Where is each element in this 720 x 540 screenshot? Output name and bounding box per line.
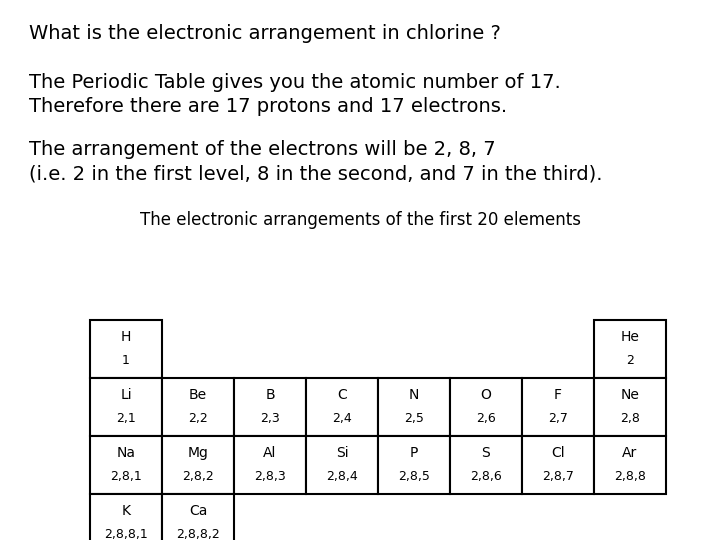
Text: Ca: Ca [189,504,207,518]
Text: What is the electronic arrangement in chlorine ?: What is the electronic arrangement in ch… [29,24,500,43]
Text: Na: Na [117,447,135,461]
Text: 2,8: 2,8 [620,412,640,425]
Text: 2,8,8: 2,8,8 [614,470,646,483]
Text: Si: Si [336,447,348,461]
Text: P: P [410,447,418,461]
Text: 2,8,8,2: 2,8,8,2 [176,528,220,540]
Bar [306,378,378,436]
Text: 2,4: 2,4 [332,412,352,425]
Text: 2,8,3: 2,8,3 [254,470,286,483]
Text: Al: Al [264,447,276,461]
Text: H: H [121,330,131,345]
Text: O: O [480,388,492,402]
Text: 2,2: 2,2 [188,412,208,425]
Bar [234,378,306,436]
Text: K: K [122,504,130,518]
Text: Ne: Ne [621,388,639,402]
Text: 2,8,1: 2,8,1 [110,470,142,483]
Bar [162,494,234,540]
Bar [90,320,162,378]
Text: Therefore there are 17 protons and 17 electrons.: Therefore there are 17 protons and 17 el… [29,97,507,116]
Text: 2,6: 2,6 [476,412,496,425]
Text: C: C [337,388,347,402]
Text: The Periodic Table gives you the atomic number of 17.: The Periodic Table gives you the atomic … [29,73,561,92]
Bar [594,378,666,436]
Bar [594,436,666,494]
Text: 2,8,4: 2,8,4 [326,470,358,483]
Bar [378,378,450,436]
Text: 2,8,7: 2,8,7 [542,470,574,483]
Text: 2,3: 2,3 [260,412,280,425]
Bar [234,436,306,494]
Bar [450,436,522,494]
Text: 2,8,8,1: 2,8,8,1 [104,528,148,540]
Text: 1: 1 [122,354,130,367]
Text: The arrangement of the electrons will be 2, 8, 7: The arrangement of the electrons will be… [29,140,495,159]
Text: S: S [482,447,490,461]
Bar [378,436,450,494]
Bar [90,378,162,436]
Text: 2,8,6: 2,8,6 [470,470,502,483]
Text: 2,8,2: 2,8,2 [182,470,214,483]
Text: Be: Be [189,388,207,402]
Text: Li: Li [120,388,132,402]
Text: 2,5: 2,5 [404,412,424,425]
Text: F: F [554,388,562,402]
Bar [162,378,234,436]
Bar [90,494,162,540]
Text: 2,1: 2,1 [116,412,136,425]
Text: 2,7: 2,7 [548,412,568,425]
Text: He: He [621,330,639,345]
Bar [522,378,594,436]
Bar [306,436,378,494]
Text: 2,8,5: 2,8,5 [398,470,430,483]
Bar [450,378,522,436]
Bar [90,436,162,494]
Text: 2: 2 [626,354,634,367]
Text: Cl: Cl [552,447,564,461]
Text: (i.e. 2 in the first level, 8 in the second, and 7 in the third).: (i.e. 2 in the first level, 8 in the sec… [29,165,603,184]
Text: N: N [409,388,419,402]
Bar [522,436,594,494]
Text: The electronic arrangements of the first 20 elements: The electronic arrangements of the first… [140,211,580,228]
Bar [162,436,234,494]
Text: B: B [265,388,275,402]
Text: Ar: Ar [622,447,638,461]
Text: Mg: Mg [188,447,208,461]
Bar [594,320,666,378]
